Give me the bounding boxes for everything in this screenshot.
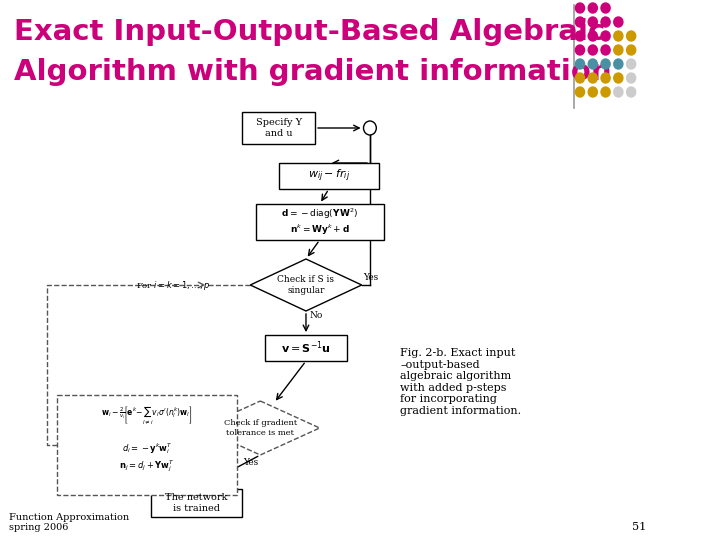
Circle shape	[588, 17, 598, 27]
Circle shape	[613, 45, 623, 55]
Text: Function Approximation
spring 2006: Function Approximation spring 2006	[9, 512, 130, 532]
Circle shape	[601, 59, 610, 69]
Circle shape	[588, 31, 598, 41]
FancyBboxPatch shape	[57, 395, 238, 495]
Circle shape	[626, 31, 636, 41]
Circle shape	[575, 73, 585, 83]
Circle shape	[626, 59, 636, 69]
Text: Check if S is
singular: Check if S is singular	[277, 275, 335, 295]
Text: Check if gradient
tolerance is met: Check if gradient tolerance is met	[224, 420, 297, 437]
Circle shape	[575, 87, 585, 97]
Text: $d_i=-\mathbf{y}^k\mathbf{w}_i^T$: $d_i=-\mathbf{y}^k\mathbf{w}_i^T$	[122, 441, 172, 456]
Circle shape	[588, 3, 598, 13]
Circle shape	[601, 31, 610, 41]
FancyBboxPatch shape	[242, 112, 315, 144]
FancyBboxPatch shape	[150, 489, 242, 517]
Circle shape	[575, 17, 585, 27]
Circle shape	[601, 73, 610, 83]
Text: $w_{ij}-f r_{ij}$: $w_{ij}-f r_{ij}$	[307, 168, 350, 184]
FancyBboxPatch shape	[279, 163, 379, 189]
Circle shape	[588, 73, 598, 83]
Circle shape	[613, 17, 623, 27]
Text: The network
is trained: The network is trained	[165, 494, 228, 512]
Circle shape	[601, 17, 610, 27]
Circle shape	[601, 3, 610, 13]
Circle shape	[613, 73, 623, 83]
Circle shape	[613, 31, 623, 41]
Circle shape	[575, 31, 585, 41]
Circle shape	[613, 59, 623, 69]
Polygon shape	[251, 259, 361, 311]
FancyBboxPatch shape	[256, 204, 384, 240]
Circle shape	[575, 59, 585, 69]
Circle shape	[601, 87, 610, 97]
Circle shape	[626, 73, 636, 83]
Text: For $i=k=1,\ldots,p$: For $i=k=1,\ldots,p$	[136, 279, 211, 292]
Circle shape	[626, 87, 636, 97]
Text: $\mathbf{d}=-\mathrm{diag}(\mathbf{YW}^2)$
$\mathbf{n}^k=\mathbf{Wy}^k+\mathbf{d: $\mathbf{d}=-\mathrm{diag}(\mathbf{YW}^2…	[282, 207, 358, 238]
Text: $\mathbf{v}=\mathbf{S}^{-1}\mathbf{u}$: $\mathbf{v}=\mathbf{S}^{-1}\mathbf{u}$	[281, 340, 331, 356]
Circle shape	[364, 121, 377, 135]
Circle shape	[575, 45, 585, 55]
Text: $\mathbf{w}_i-\frac{2}{v_i}\!\left[\mathbf{e}^k\!-\!\sum_{l\neq i}v_l\sigma'(n_l: $\mathbf{w}_i-\frac{2}{v_i}\!\left[\math…	[102, 405, 193, 427]
Circle shape	[588, 87, 598, 97]
Text: Exact Input-Output-Based Algebraic: Exact Input-Output-Based Algebraic	[14, 18, 605, 46]
Circle shape	[613, 87, 623, 97]
Text: Specify Y
and u: Specify Y and u	[256, 118, 302, 138]
Circle shape	[575, 3, 585, 13]
FancyBboxPatch shape	[265, 335, 347, 361]
Text: $\mathbf{n}_j=d_j+\mathbf{Y}\mathbf{w}_j^T$: $\mathbf{n}_j=d_j+\mathbf{Y}\mathbf{w}_j…	[120, 459, 175, 475]
Circle shape	[601, 45, 610, 55]
Text: No: No	[310, 311, 323, 320]
Text: Algorithm with gradient information.: Algorithm with gradient information.	[14, 58, 623, 86]
Circle shape	[626, 45, 636, 55]
Text: Yes: Yes	[364, 273, 379, 281]
Polygon shape	[201, 401, 320, 455]
Text: No: No	[199, 428, 212, 436]
Text: 51: 51	[632, 522, 647, 532]
Circle shape	[588, 45, 598, 55]
Text: Yes: Yes	[243, 458, 258, 467]
Text: Fig. 2-b. Exact input
–output-based
algebraic algorithm
with added p-steps
for i: Fig. 2-b. Exact input –output-based alge…	[400, 348, 521, 416]
Circle shape	[588, 59, 598, 69]
